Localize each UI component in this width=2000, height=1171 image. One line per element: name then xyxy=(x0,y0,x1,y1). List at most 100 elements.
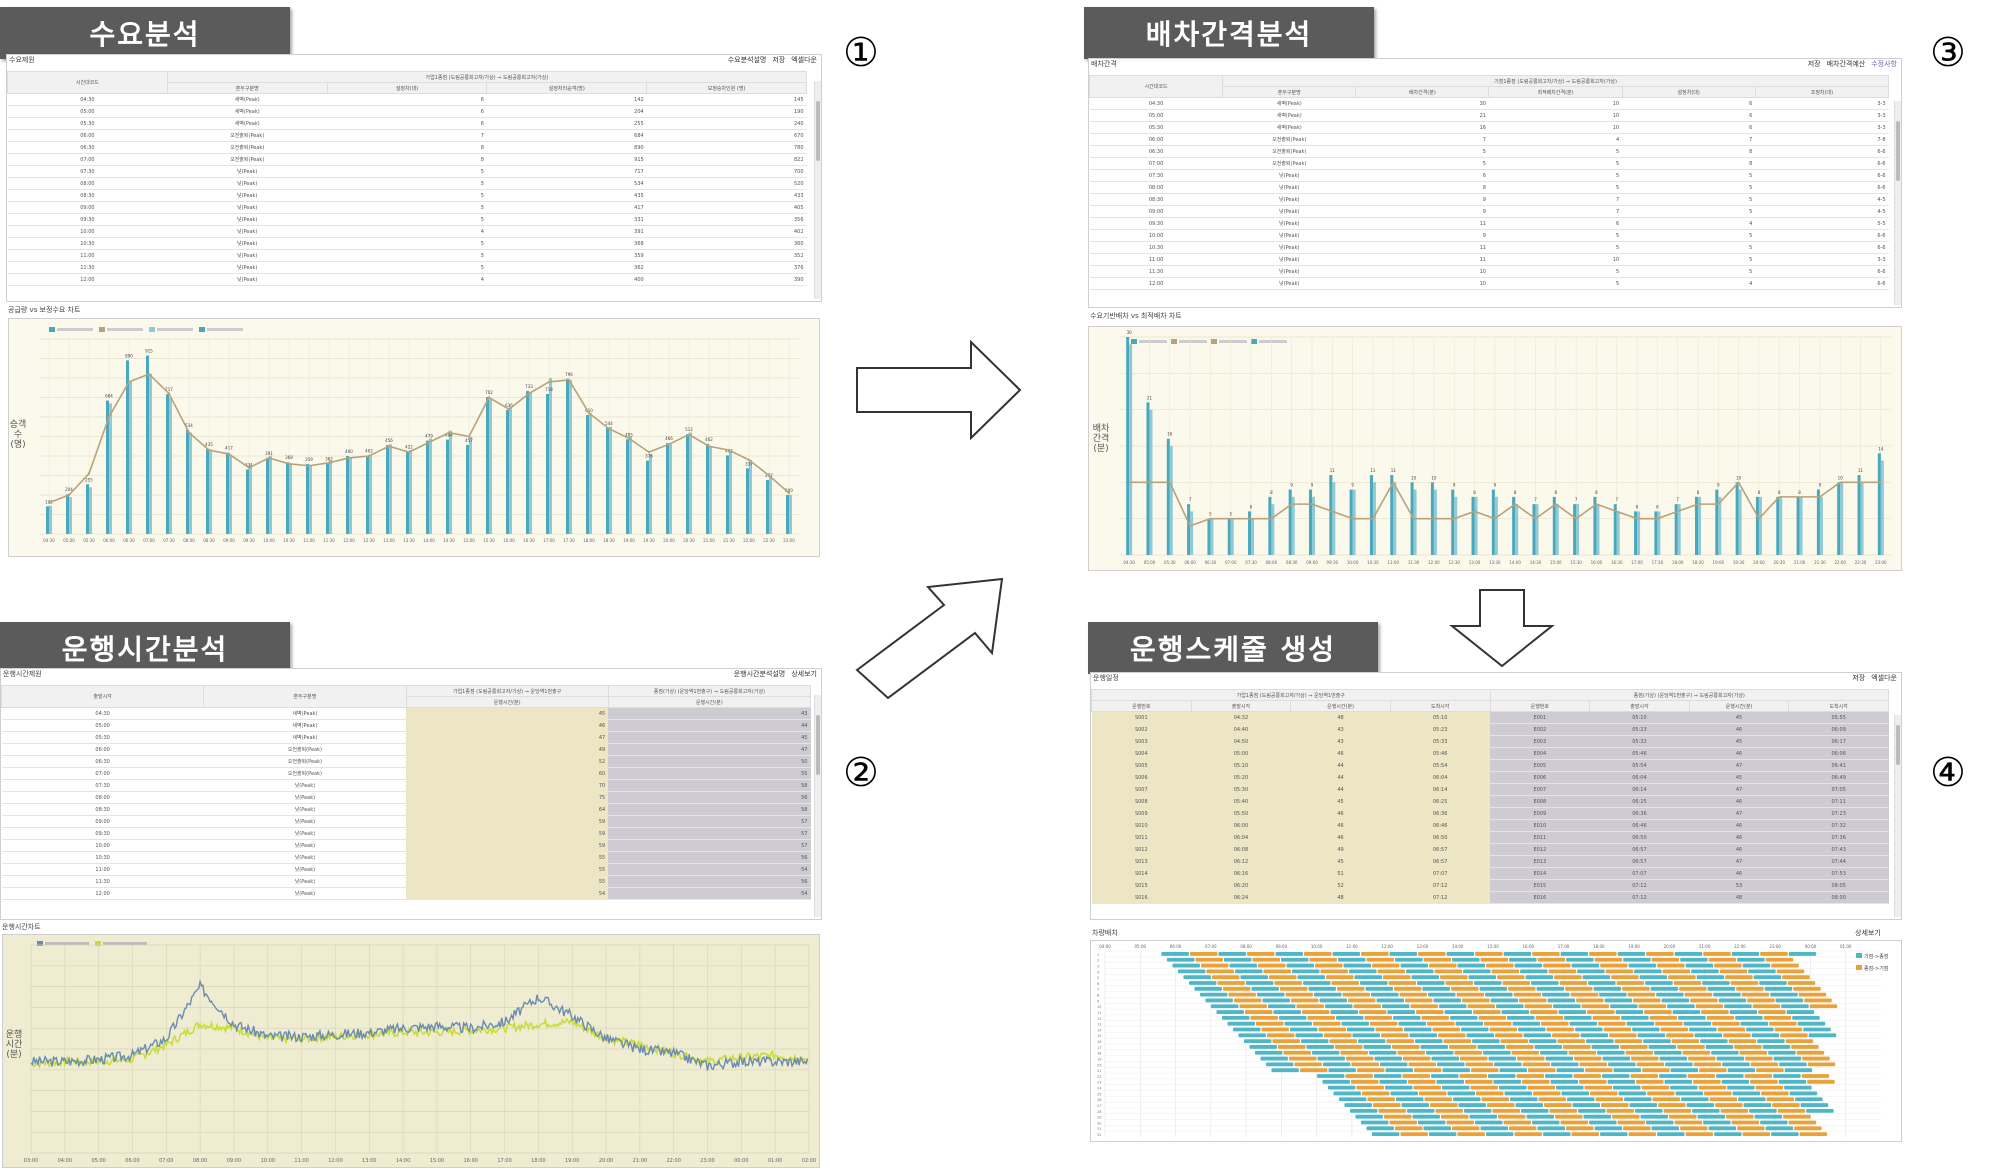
trip-bar[interactable] xyxy=(1643,1039,1671,1043)
table-row[interactable]: 09:00 낮(Peak) 9 7 5 4-5 xyxy=(1089,205,1889,218)
trip-bar[interactable] xyxy=(1353,1004,1382,1009)
table-row[interactable]: S016 06:24 48 07:12 E016 07:12 48 08:00 xyxy=(1091,891,1889,904)
trip-bar[interactable] xyxy=(1294,1062,1322,1067)
trip-bar[interactable] xyxy=(1717,1027,1746,1032)
trip-bar[interactable] xyxy=(1659,1074,1687,1078)
trip-bar[interactable] xyxy=(1694,1033,1723,1038)
trip-bar[interactable] xyxy=(1774,1027,1803,1032)
trip-bar[interactable] xyxy=(1693,1079,1721,1084)
trip-bar[interactable] xyxy=(1794,1126,1822,1131)
trip-bar[interactable] xyxy=(1700,1039,1728,1043)
trip-bar[interactable] xyxy=(1433,998,1462,1003)
trip-bar[interactable] xyxy=(1636,1062,1665,1067)
trip-bar[interactable] xyxy=(1775,998,1804,1003)
trip-bar[interactable] xyxy=(1386,1039,1415,1043)
trip-bar[interactable] xyxy=(1755,1085,1784,1090)
table-row[interactable]: 05:30 새벽(Peak) 47 45 xyxy=(1,731,811,744)
trip-bar[interactable] xyxy=(1308,986,1336,991)
trip-bar[interactable] xyxy=(1359,1010,1387,1014)
trip-bar[interactable] xyxy=(1296,1004,1324,1009)
trip-bar[interactable] xyxy=(1429,1103,1458,1107)
trip-bar[interactable] xyxy=(1762,1045,1791,1049)
table-row[interactable]: 11:30 낮(Peak) 10 5 5 6-6 xyxy=(1089,265,1889,278)
trip-bar[interactable] xyxy=(1324,1004,1353,1009)
trip-bar[interactable] xyxy=(1415,1039,1443,1043)
trip-bar[interactable] xyxy=(1648,1045,1677,1049)
trip-bar[interactable] xyxy=(1398,1021,1427,1026)
trip-bar[interactable] xyxy=(1441,1085,1470,1090)
table-row[interactable]: 05:30 새벽(Peak) 6 255 240 xyxy=(7,117,807,130)
trip-bar[interactable] xyxy=(1352,1033,1380,1038)
trip-bar[interactable] xyxy=(1617,952,1646,956)
trip-bar[interactable] xyxy=(1496,1004,1524,1009)
trip-bar[interactable] xyxy=(1443,1039,1472,1043)
excel-button[interactable]: 엑셀다운 xyxy=(791,56,817,64)
trip-bar[interactable] xyxy=(1584,1085,1613,1090)
table-row[interactable]: 12:00 낮(Peak) 4 400 390 xyxy=(7,273,807,286)
trip-bar[interactable] xyxy=(1428,992,1456,997)
trip-bar[interactable] xyxy=(1757,1039,1785,1043)
trip-bar[interactable] xyxy=(1580,1033,1609,1038)
trip-bar[interactable] xyxy=(1414,1068,1442,1073)
table-row[interactable]: S014 06:16 51 07:07 E014 07:07 46 07:53 xyxy=(1091,867,1889,880)
trip-bar[interactable] xyxy=(1716,1074,1744,1078)
trip-bar[interactable] xyxy=(1481,1097,1510,1102)
trip-bar[interactable] xyxy=(1319,998,1347,1003)
trip-bar[interactable] xyxy=(1570,992,1599,997)
trip-bar[interactable] xyxy=(1408,1062,1437,1067)
table-row[interactable]: S006 05:20 44 06:04 E006 06:04 45 06:49 xyxy=(1091,771,1889,784)
trip-bar[interactable] xyxy=(1295,1033,1323,1038)
trip-bar[interactable] xyxy=(1442,1068,1471,1073)
trip-bar[interactable] xyxy=(1377,969,1406,974)
trip-bar[interactable] xyxy=(1337,986,1365,991)
trip-bar[interactable] xyxy=(1493,1079,1522,1084)
trip-bar[interactable] xyxy=(1439,1004,1467,1009)
trip-bar[interactable] xyxy=(1218,952,1246,956)
trip-bar[interactable] xyxy=(1573,1074,1602,1078)
trip-bar[interactable] xyxy=(1216,1010,1244,1014)
trip-bar[interactable] xyxy=(1597,1050,1625,1055)
trip-bar[interactable] xyxy=(1658,1103,1686,1107)
trip-bar[interactable] xyxy=(1655,1021,1683,1026)
trip-bar[interactable] xyxy=(1569,1021,1598,1026)
trip-bar[interactable] xyxy=(1651,1126,1680,1131)
trip-bar[interactable] xyxy=(1288,1056,1317,1061)
trip-bar[interactable] xyxy=(1623,957,1651,962)
trip-bar[interactable] xyxy=(1250,1015,1278,1020)
trip-bar[interactable] xyxy=(1533,1091,1561,1096)
trip-bar[interactable] xyxy=(1691,969,1719,974)
trip-bar[interactable] xyxy=(1374,1056,1402,1061)
trip-bar[interactable] xyxy=(1375,1027,1404,1032)
trip-bar[interactable] xyxy=(1371,1132,1400,1136)
trip-bar[interactable] xyxy=(1697,1114,1726,1119)
trip-bar[interactable] xyxy=(1665,1062,1693,1067)
trip-bar[interactable] xyxy=(1166,957,1195,962)
trip-bar[interactable] xyxy=(1673,981,1702,985)
trip-bar[interactable] xyxy=(1713,992,1741,997)
trip-bar[interactable] xyxy=(1602,1074,1630,1078)
trip-bar[interactable] xyxy=(1468,975,1497,980)
trip-bar[interactable] xyxy=(1773,1074,1801,1078)
trip-bar[interactable] xyxy=(1354,975,1383,980)
trip-bar[interactable] xyxy=(1807,1062,1836,1067)
trip-bar[interactable] xyxy=(1582,975,1611,980)
trip-bar[interactable] xyxy=(1557,1039,1586,1043)
trip-bar[interactable] xyxy=(1364,1015,1393,1020)
table-row[interactable]: 07:30 낮(Peak) 5 717 700 xyxy=(7,165,807,178)
trip-bar[interactable] xyxy=(1750,1062,1779,1067)
trip-bar[interactable] xyxy=(1194,986,1222,991)
trip-bar[interactable] xyxy=(1266,1033,1295,1038)
table-row[interactable]: 07:30 낮(Peak) 6 5 5 6-6 xyxy=(1089,169,1889,182)
trip-bar[interactable] xyxy=(1522,1079,1550,1084)
trip-bar[interactable] xyxy=(1487,1103,1515,1107)
trip-bar[interactable] xyxy=(1590,1091,1618,1096)
trip-bar[interactable] xyxy=(1703,1120,1731,1125)
trip-bar[interactable] xyxy=(1549,1108,1578,1113)
trip-bar[interactable] xyxy=(1698,1085,1727,1090)
trip-bar[interactable] xyxy=(1228,992,1256,997)
trip-bar[interactable] xyxy=(1484,1021,1512,1026)
table-row[interactable]: 07:00 오전출퇴(Peak) 8 915 822 xyxy=(7,153,807,166)
table-row[interactable]: 05:00 새벽(Peak) 46 44 xyxy=(1,719,811,732)
trip-bar[interactable] xyxy=(1532,1120,1560,1125)
trip-bar[interactable] xyxy=(1272,1039,1300,1043)
